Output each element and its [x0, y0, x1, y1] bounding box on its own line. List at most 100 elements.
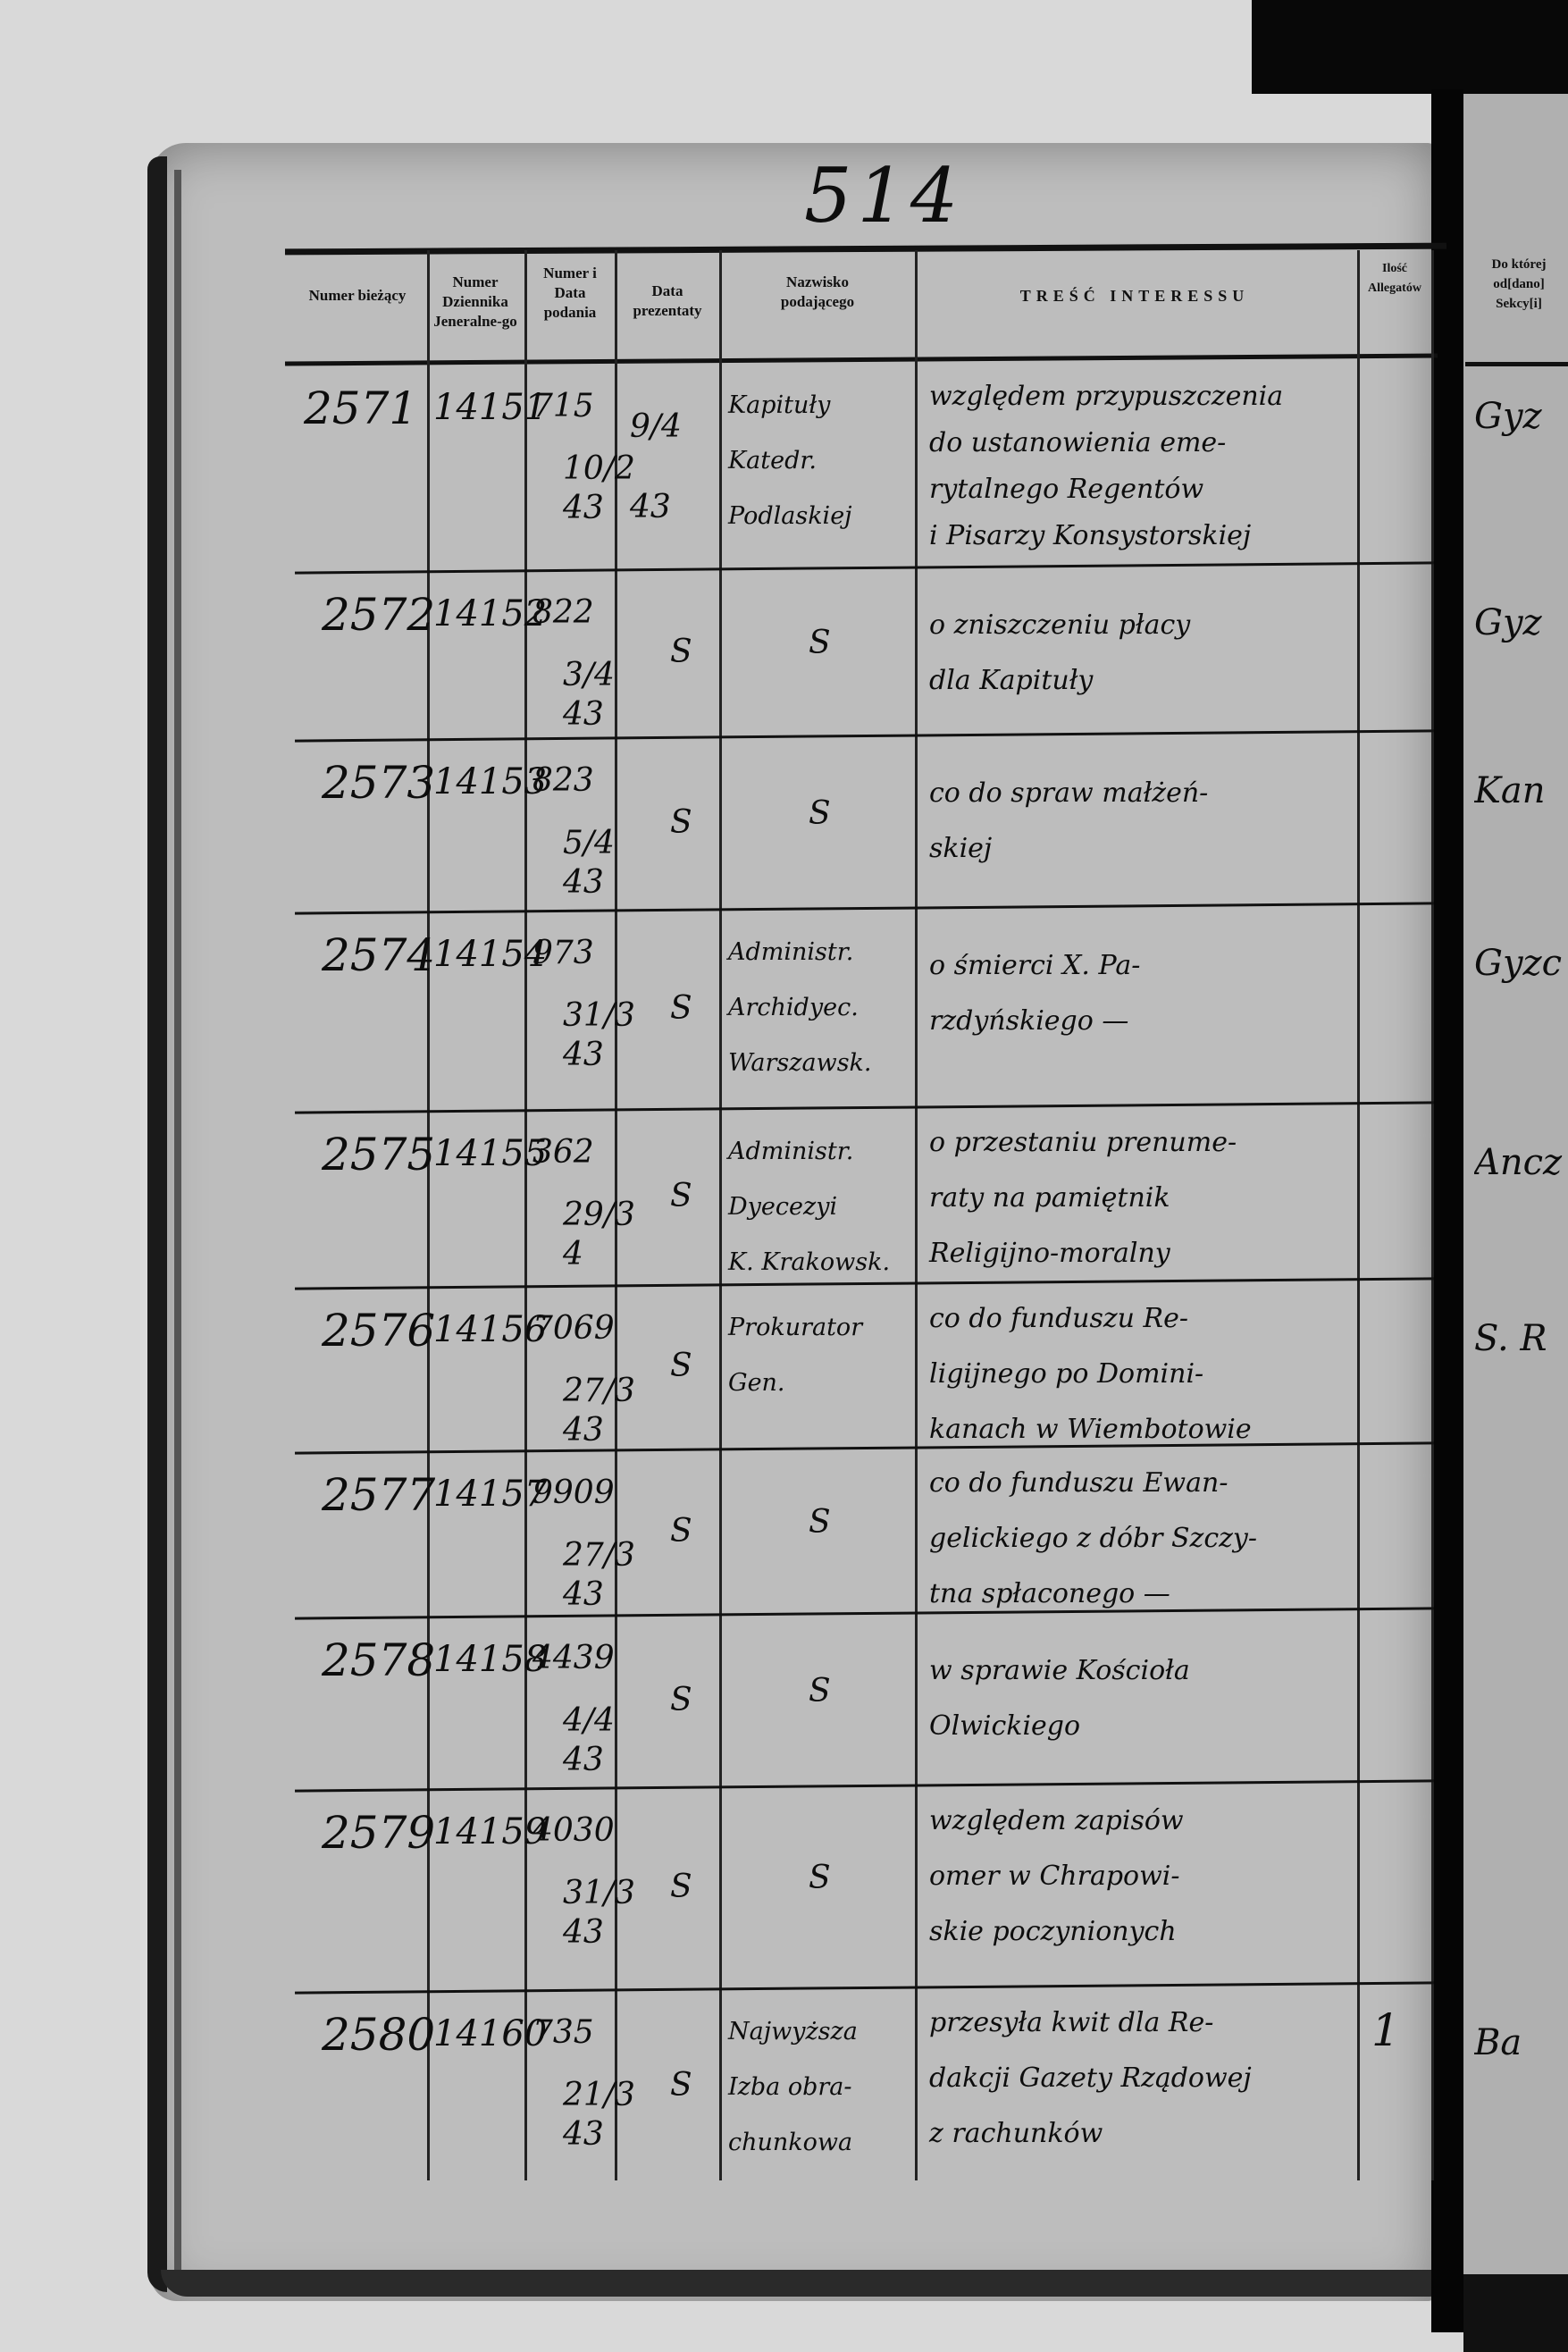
entry-number: 2579 — [322, 1807, 436, 1859]
content-line: o zniszczeniu płacy — [929, 609, 1191, 641]
filing-date: 10/2 43 — [563, 450, 635, 526]
book-edge — [161, 2270, 1438, 2297]
filing-date: 29/3 4 — [563, 1197, 635, 1273]
header-numer-biezacy: Numer bieżący — [308, 287, 407, 304]
content-line: tna spłaconego — — [929, 1578, 1170, 1609]
facing-page — [1463, 94, 1568, 2274]
presented-date: S — [670, 1512, 692, 1550]
header-sekcja: Do której od[dano] Sekcy[i] — [1491, 257, 1547, 311]
section-name: S. R — [1474, 1318, 1547, 1359]
filing-number: 362 — [532, 1134, 594, 1171]
header-ilosc-allegatow: Ilość Allegatów — [1368, 262, 1421, 295]
journal-number: 14158 — [433, 1639, 548, 1680]
ledger-page — [150, 143, 1437, 2301]
filing-date: 27/3 43 — [563, 1537, 635, 1613]
content-line: kanach w Wiembotowie — [929, 1414, 1252, 1445]
content-line: z rachunków — [929, 2118, 1103, 2149]
filing-number: 823 — [532, 762, 594, 799]
entry-number: 2580 — [322, 2009, 436, 2061]
page-number: 514 — [804, 152, 964, 239]
filing-number: 7069 — [532, 1310, 615, 1347]
content-line: skie poczynionych — [929, 1916, 1177, 1947]
filing-number: 4030 — [532, 1812, 615, 1849]
submitter: Warszawsk. — [728, 1049, 872, 1077]
filing-date: 21/3 43 — [563, 2077, 635, 2153]
submitter: Podlaskiej — [728, 502, 852, 530]
submitter: Izba obra- — [728, 2073, 852, 2101]
journal-number: 14151 — [433, 387, 548, 428]
filing-number: 735 — [532, 2014, 594, 2051]
submitter: S — [809, 625, 831, 661]
filing-date: 3/4 43 — [563, 657, 615, 733]
filing-number: 715 — [532, 388, 594, 424]
header-numer-data-podania: Numer i Data podania — [543, 265, 597, 321]
header-data-prezentaty: Data prezentaty — [633, 282, 702, 319]
content-line: gelickiego z dóbr Szczy- — [929, 1523, 1258, 1554]
submitter: Katedr. — [728, 447, 817, 475]
header-numer-dziennika: Numer Dziennika Jeneralne-go — [433, 273, 517, 330]
submitter: Najwyższa — [728, 2018, 858, 2045]
content-line: co do funduszu Ewan- — [929, 1467, 1228, 1499]
header-tresc-interessu: TREŚĆ INTERESSU — [1019, 287, 1250, 305]
entry-number: 2571 — [304, 382, 418, 434]
entry-number: 2578 — [322, 1634, 436, 1686]
column-rule — [1431, 250, 1434, 2180]
filing-number: 9909 — [532, 1474, 615, 1511]
filing-date: 31/3 43 — [563, 997, 635, 1073]
header-nazwisko-podajacego: Nazwisko podającego — [780, 273, 855, 310]
book-edge — [147, 156, 167, 2292]
section-name: Gyz — [1474, 602, 1542, 643]
column-rule — [1357, 250, 1360, 2180]
submitter: Dyecezyi — [728, 1193, 838, 1221]
journal-number: 14157 — [433, 1474, 548, 1515]
entry-number: 2573 — [322, 757, 436, 809]
submitter: S — [809, 1672, 831, 1709]
content-line: względem przypuszczenia — [929, 381, 1284, 412]
content-line: ligijnego po Domini- — [929, 1358, 1204, 1390]
content-line: i Pisarzy Konsystorskiej — [929, 520, 1252, 551]
book-edge — [174, 170, 181, 2279]
presented-date: S — [670, 634, 692, 670]
submitter: Prokurator — [728, 1314, 863, 1341]
column-rule — [915, 250, 918, 2180]
content-line: raty na pamiętnik — [929, 1182, 1170, 1214]
content-line: rzdyńskiego — — [929, 1005, 1129, 1037]
presented-date: 9/4 43 — [630, 408, 682, 525]
content-line: dakcji Gazety Rządowej — [929, 2062, 1252, 2094]
content-line: omer w Chrapowi- — [929, 1861, 1180, 1892]
column-rule — [427, 250, 430, 2180]
content-line: rytalnego Regentów — [929, 474, 1204, 505]
content-line: co do funduszu Re- — [929, 1303, 1189, 1334]
presented-date: S — [670, 1869, 692, 1905]
filing-date: 31/3 43 — [563, 1875, 635, 1951]
column-rule — [524, 250, 527, 2180]
book-binding — [1431, 89, 1463, 2332]
column-rule — [719, 250, 722, 2180]
content-line: Religijno-moralny — [929, 1238, 1170, 1269]
content-line: o śmierci X. Pa- — [929, 950, 1141, 981]
header-bottom-rule — [1465, 362, 1568, 366]
content-line: Olwickiego — [929, 1710, 1081, 1742]
presented-date: S — [670, 1681, 692, 1718]
section-name: Kan — [1474, 770, 1546, 811]
presented-date: S — [670, 1177, 692, 1214]
presented-date: S — [670, 989, 692, 1027]
content-line: względem zapisów — [929, 1805, 1184, 1836]
submitter: Archidyec. — [728, 994, 859, 1021]
submitter: S — [809, 794, 831, 832]
entry-number: 2575 — [322, 1129, 436, 1180]
journal-number: 14153 — [433, 761, 548, 802]
submitter: S — [809, 1860, 831, 1896]
content-line: do ustanowienia eme- — [929, 427, 1227, 458]
entry-number: 2576 — [322, 1305, 436, 1357]
section-name: Gyz — [1474, 396, 1542, 437]
filing-number: 822 — [532, 594, 594, 631]
section-name: Ancz — [1474, 1142, 1563, 1183]
entry-number: 2572 — [322, 589, 436, 641]
content-line: dla Kapituły — [929, 665, 1094, 696]
entry-number: 2577 — [322, 1469, 436, 1521]
presented-date: S — [670, 2066, 692, 2104]
content-line: co do spraw małżeń- — [929, 777, 1209, 809]
submitter: chunkowa — [728, 2129, 853, 2156]
content-line: przesyła kwit dla Re- — [929, 2007, 1214, 2038]
